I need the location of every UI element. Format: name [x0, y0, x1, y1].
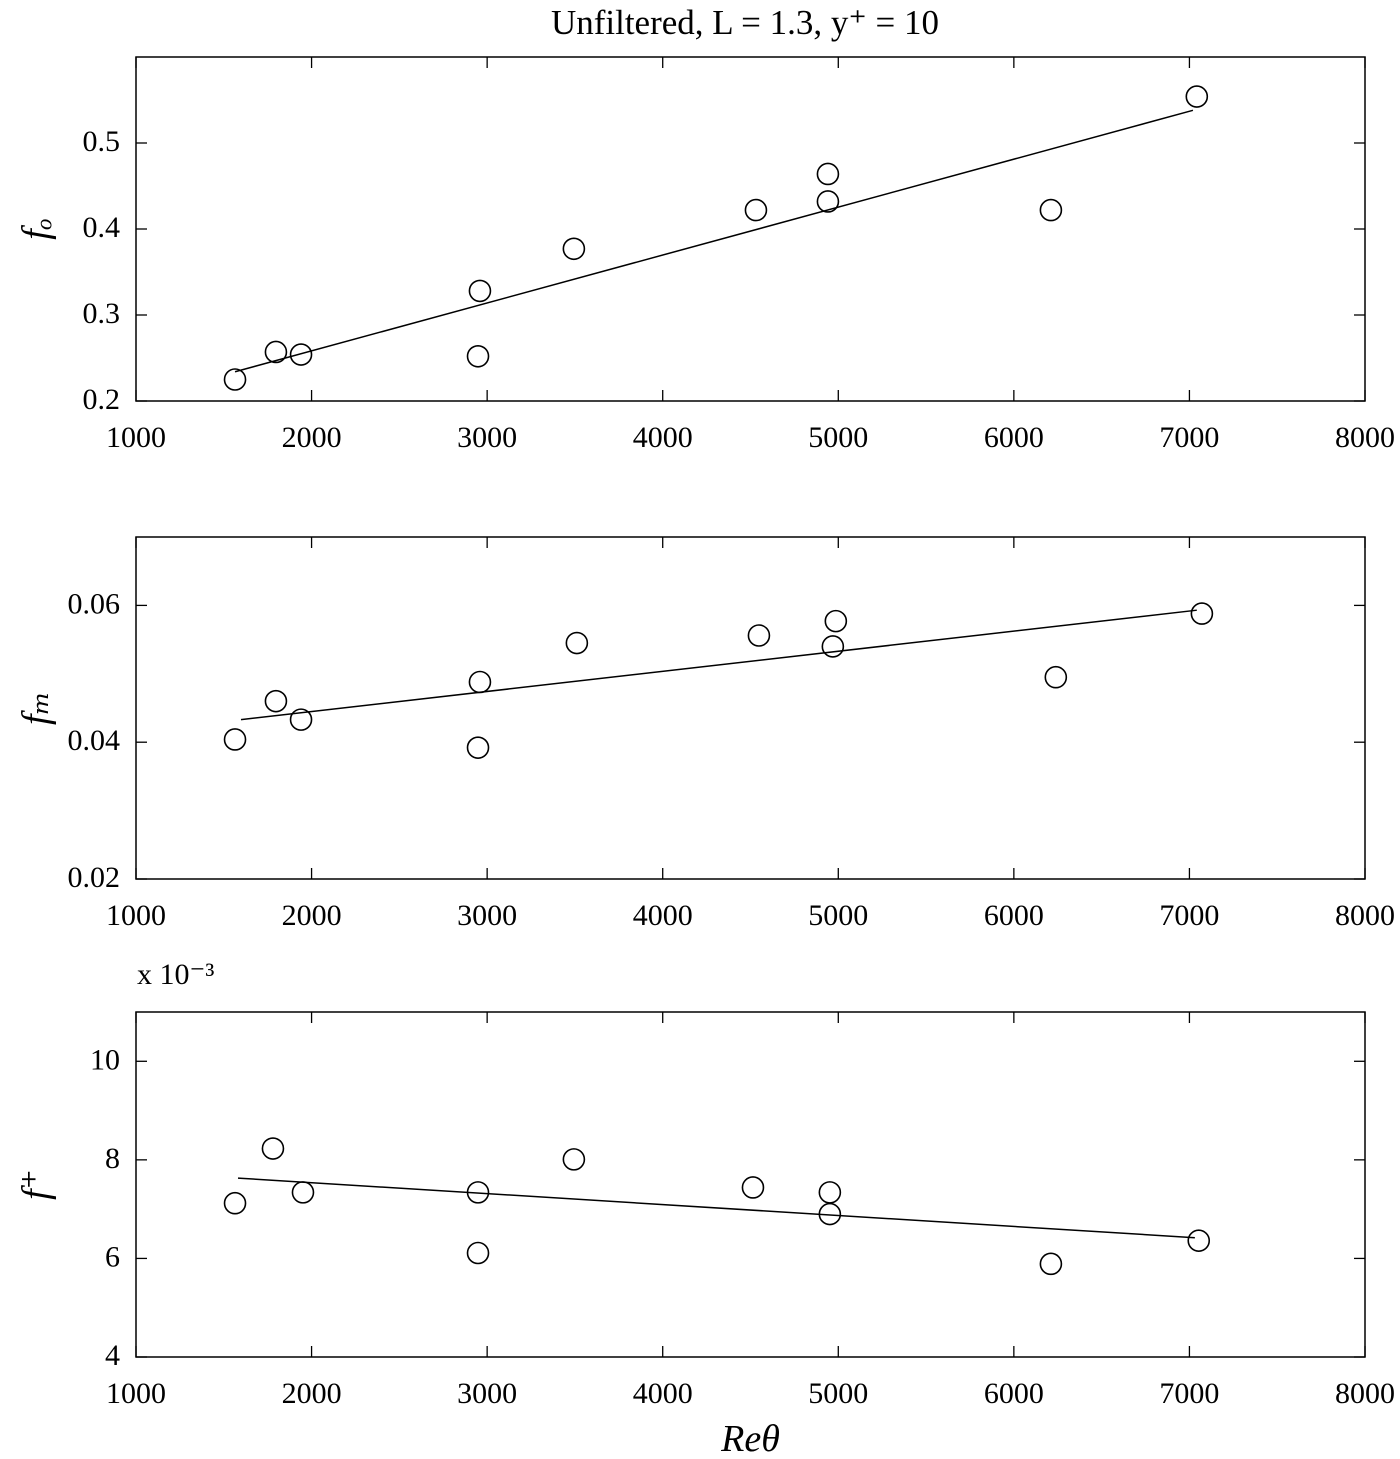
data-point	[289, 343, 313, 366]
data-point	[264, 340, 288, 364]
x-tick-label: 8000	[1335, 1377, 1395, 1410]
x-tick-label: 7000	[1159, 1377, 1219, 1410]
data-point	[466, 1241, 490, 1265]
data-point	[1187, 1229, 1211, 1252]
x-tick-label: 5000	[808, 1377, 868, 1410]
data-point	[223, 368, 247, 391]
data-point	[562, 237, 586, 261]
y-axis-label: f⁺	[15, 1169, 57, 1200]
x-tick-label: 7000	[1159, 899, 1219, 932]
x-tick-label: 4000	[633, 421, 693, 454]
plot-frame	[135, 536, 1366, 880]
x-tick-label: 8000	[1335, 421, 1395, 454]
subplot-2: 1000 2000 3000 4000 5000 6000 7000 8000 0.02 0.04…	[15, 536, 1395, 932]
x-tick-label: 2000	[282, 1377, 342, 1410]
plot-frame	[135, 1011, 1366, 1358]
x-axis-label: Reθ	[720, 1418, 780, 1459]
x-tick-label: 1000	[106, 421, 166, 454]
x-tick-label: 3000	[457, 421, 517, 454]
subplot-3: 1000 2000 3000 4000 5000 6000 7000 8000 4 6 8 10 f⁺ x…	[15, 958, 1395, 1459]
y-tick-label: 0.3	[83, 297, 121, 330]
y-tick-label: 0.02	[68, 861, 121, 894]
fit-line	[240, 609, 1197, 721]
data-point	[565, 631, 589, 655]
data-point	[1039, 1252, 1063, 1276]
data-point	[747, 624, 771, 647]
data-point	[821, 635, 845, 658]
x-tick-label: 8000	[1335, 899, 1395, 932]
y-tick-label: 0.2	[83, 383, 121, 416]
data-point	[291, 1181, 315, 1204]
y-exponent-label: x 10⁻³	[137, 958, 214, 991]
x-tick-label: 3000	[457, 899, 517, 932]
x-tick-label: 1000	[106, 1377, 166, 1410]
x-tick-label: 4000	[633, 1377, 693, 1410]
x-tick-label: 5000	[808, 899, 868, 932]
x-tick-label: 1000	[106, 899, 166, 932]
data-point	[562, 1148, 586, 1171]
y-tick-label: 0.04	[68, 724, 121, 757]
data-point	[1190, 602, 1214, 625]
x-tick-label: 6000	[984, 899, 1044, 932]
data-point	[1039, 198, 1063, 222]
y-axis-label: fₘ	[15, 691, 57, 725]
y-tick-label: 6	[105, 1240, 120, 1273]
data-point	[264, 689, 288, 713]
x-tick-label: 2000	[282, 421, 342, 454]
fit-line	[234, 109, 1194, 373]
y-tick-label: 4	[105, 1339, 120, 1372]
plot-frame	[135, 56, 1366, 402]
data-point	[744, 198, 768, 222]
data-point	[824, 609, 848, 633]
chart-title: Unfiltered, L = 1.3, y⁺ = 10	[551, 3, 939, 42]
data-point	[468, 670, 492, 694]
x-tick-label: 7000	[1159, 421, 1219, 454]
y-tick-label: 0.5	[83, 125, 121, 158]
y-tick-label: 10	[90, 1043, 120, 1076]
data-point	[223, 728, 247, 751]
data-point	[818, 1181, 842, 1204]
data-point	[468, 279, 492, 303]
data-point	[466, 344, 490, 368]
data-point	[223, 1191, 247, 1215]
y-tick-label: 0.4	[83, 211, 121, 244]
data-point	[466, 736, 490, 759]
y-tick-label: 8	[105, 1142, 120, 1175]
x-tick-label: 6000	[984, 1377, 1044, 1410]
data-point	[289, 708, 313, 731]
subplot-1: 1000 2000 3000 4000 5000 6000 7000 8000 0.2 0.3 0.…	[15, 56, 1395, 454]
x-tick-label: 3000	[457, 1377, 517, 1410]
x-tick-label: 2000	[282, 899, 342, 932]
data-point	[1044, 665, 1068, 689]
fit-line	[237, 1177, 1195, 1239]
x-tick-label: 6000	[984, 421, 1044, 454]
data-point	[816, 162, 840, 186]
data-point	[1185, 85, 1209, 108]
y-axis-label: fₒ	[15, 218, 57, 239]
y-tick-label: 0.06	[68, 587, 121, 620]
x-tick-label: 4000	[633, 899, 693, 932]
data-point	[261, 1137, 285, 1160]
data-point	[818, 1202, 842, 1226]
data-point	[816, 190, 840, 213]
data-point	[741, 1176, 765, 1199]
data-point	[466, 1181, 490, 1204]
x-tick-label: 5000	[808, 421, 868, 454]
